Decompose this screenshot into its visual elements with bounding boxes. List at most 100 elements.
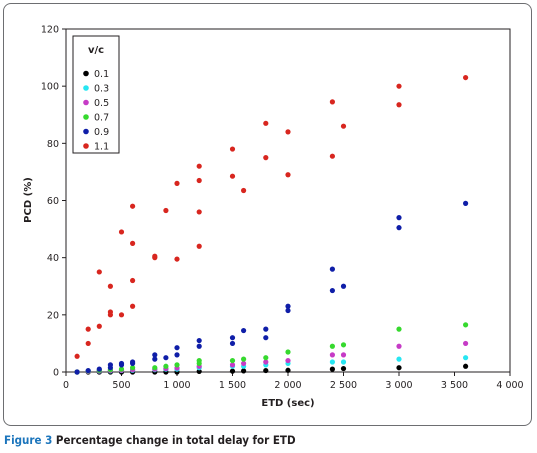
data-point bbox=[229, 368, 236, 374]
data-point bbox=[329, 99, 335, 105]
data-point bbox=[196, 357, 202, 364]
x-tick-label: 1 000 bbox=[163, 380, 190, 391]
data-point bbox=[340, 283, 347, 289]
x-tick-label: 500 bbox=[112, 380, 130, 391]
x-tick-label: 4 000 bbox=[496, 380, 523, 391]
data-point bbox=[263, 335, 269, 341]
legend-entry-label: 0.7 bbox=[94, 113, 109, 124]
data-point bbox=[285, 349, 291, 355]
data-point bbox=[96, 269, 102, 275]
data-point bbox=[396, 225, 402, 231]
plot-area-frame bbox=[65, 28, 511, 373]
legend-marker bbox=[83, 128, 89, 135]
data-point bbox=[96, 366, 102, 372]
data-point bbox=[85, 326, 91, 332]
data-point bbox=[241, 368, 247, 374]
data-point bbox=[74, 369, 80, 375]
data-point bbox=[152, 365, 158, 371]
data-point bbox=[463, 355, 469, 361]
x-tick-label: 0 bbox=[63, 380, 69, 391]
y-axis-label: PCD (%) bbox=[23, 177, 34, 223]
data-point bbox=[463, 363, 469, 369]
data-point bbox=[463, 340, 469, 347]
data-point bbox=[118, 366, 125, 372]
data-point bbox=[263, 367, 269, 374]
data-point bbox=[196, 337, 202, 344]
data-point bbox=[285, 357, 291, 364]
x-tick-label: 2 500 bbox=[330, 380, 357, 391]
data-point bbox=[340, 123, 347, 129]
data-point bbox=[229, 173, 236, 179]
data-point bbox=[107, 283, 113, 289]
data-point bbox=[340, 359, 347, 365]
data-point bbox=[340, 342, 347, 348]
data-point bbox=[118, 229, 125, 235]
legend-title: v/c bbox=[88, 45, 104, 56]
x-axis: 0 500 1 000 1 500 2 000 2 500 3 000 3 500 4 000 bbox=[63, 372, 524, 391]
y-tick-label: 100 bbox=[41, 82, 59, 93]
legend-entry-label: 0.5 bbox=[94, 98, 109, 109]
data-point bbox=[74, 353, 80, 359]
data-point bbox=[196, 368, 202, 375]
legend-entry-label: 1.1 bbox=[94, 142, 109, 153]
data-point bbox=[130, 240, 136, 246]
y-tick-label: 0 bbox=[53, 368, 59, 379]
data-point bbox=[263, 155, 269, 161]
data-point bbox=[229, 335, 236, 341]
data-points bbox=[74, 74, 469, 375]
data-point bbox=[329, 366, 335, 372]
legend-marker bbox=[83, 85, 89, 91]
figure-caption: Figure 3 Percentage change in total dela… bbox=[4, 433, 296, 447]
data-point bbox=[174, 345, 180, 351]
data-point bbox=[229, 357, 236, 364]
data-point bbox=[85, 340, 91, 347]
legend-marker bbox=[83, 99, 89, 106]
x-tick-label: 3 000 bbox=[385, 380, 412, 391]
data-point bbox=[329, 343, 335, 349]
data-point bbox=[241, 356, 247, 362]
y-tick-label: 20 bbox=[47, 310, 59, 321]
data-point bbox=[340, 352, 347, 358]
data-point bbox=[152, 356, 158, 362]
data-point bbox=[130, 203, 136, 209]
data-point bbox=[396, 356, 402, 362]
data-point bbox=[263, 355, 269, 361]
data-point bbox=[396, 326, 402, 332]
data-point bbox=[118, 312, 125, 318]
data-point bbox=[163, 363, 169, 369]
legend-marker bbox=[83, 114, 89, 120]
data-point bbox=[241, 327, 247, 334]
data-point bbox=[118, 360, 125, 367]
data-point bbox=[130, 277, 136, 284]
data-point bbox=[152, 253, 158, 259]
data-point bbox=[340, 365, 347, 372]
y-tick-label: 80 bbox=[47, 139, 59, 150]
data-point bbox=[285, 367, 291, 373]
data-point bbox=[229, 362, 236, 368]
data-point bbox=[174, 352, 180, 358]
data-point bbox=[130, 365, 136, 371]
data-point bbox=[263, 120, 269, 126]
x-tick-label: 1 500 bbox=[219, 380, 246, 391]
data-point bbox=[174, 256, 180, 262]
scatter-chart: 0 500 1 000 1 500 2 000 2 500 3 000 3 500 4 000 … bbox=[23, 25, 524, 410]
x-tick-label: 3 500 bbox=[441, 380, 468, 391]
data-point bbox=[263, 326, 269, 332]
data-point bbox=[85, 367, 91, 374]
data-point bbox=[196, 243, 202, 249]
data-point bbox=[229, 340, 236, 347]
data-point bbox=[396, 365, 402, 371]
data-point bbox=[130, 303, 136, 309]
legend-marker bbox=[83, 70, 89, 77]
data-point bbox=[107, 309, 113, 315]
data-point bbox=[196, 343, 202, 349]
data-point bbox=[163, 355, 169, 361]
y-tick-label: 60 bbox=[47, 196, 59, 207]
data-point bbox=[396, 215, 402, 221]
legend-entry-label: 0.3 bbox=[94, 84, 109, 95]
data-point bbox=[196, 177, 202, 184]
data-point bbox=[241, 360, 247, 367]
data-point bbox=[329, 153, 335, 159]
data-point bbox=[463, 74, 469, 81]
figure-number: Figure 3 bbox=[4, 433, 53, 447]
